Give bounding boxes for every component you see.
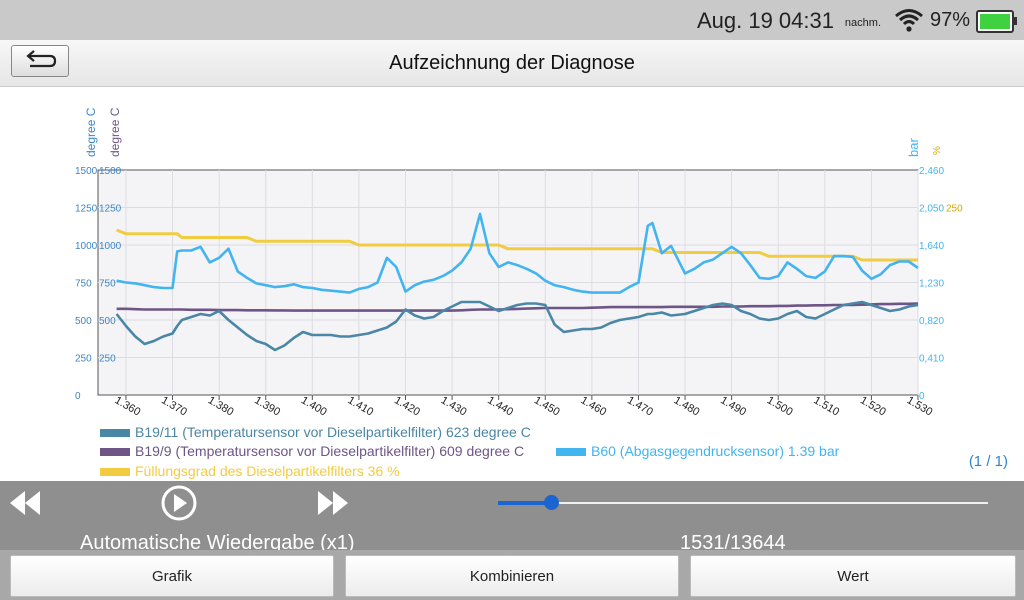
left-axis-tick-label: 500 — [75, 316, 92, 327]
x-tick-label: 1.370 — [159, 394, 189, 418]
series-line — [116, 228, 918, 262]
right-axis-tick-label: 250 — [946, 204, 963, 215]
legend-swatch — [100, 448, 130, 457]
chart-area: 1.360 1.370 1.380 1.390 1.400 1.410 1.420 1.430… — [0, 87, 1024, 480]
slider-progress — [498, 501, 552, 505]
legend-item-b19-9: B19/9 (Temperatursensor vor Dieselpartik… — [100, 443, 524, 459]
tab-kombinieren[interactable]: Kombinieren — [345, 555, 679, 597]
rewind-icon[interactable] — [8, 487, 42, 519]
x-tick-label: 1.510 — [811, 394, 841, 418]
right-axis-tick-label: 0 — [919, 391, 925, 402]
legend-swatch — [556, 448, 586, 457]
legend-label: Füllungsgrad des Dieselpartikelfilters 3… — [135, 463, 400, 479]
right-axis-tick-label: 0,410 — [919, 354, 944, 365]
right-axis-tick-label: 2,050 — [919, 204, 944, 215]
right-axis-tick-label: 2,460 — [919, 166, 944, 177]
left-axis-tick-label: 1000 — [75, 241, 98, 252]
status-ampm: nachm. — [844, 17, 881, 29]
page-indicator[interactable]: (1 / 1) — [968, 453, 1008, 470]
playback-controls: Automatische Wiedergabe (x1) 1531/13644 — [0, 481, 1024, 550]
x-tick-label: 1.420 — [392, 394, 422, 418]
back-arrow-icon — [26, 50, 57, 68]
left-axis-tick-label: 1500 — [99, 166, 122, 177]
status-bar: Aug. 19 04:31 nachm. 97% — [0, 0, 1024, 40]
back-button[interactable] — [11, 45, 69, 77]
x-tick-label: 1.390 — [252, 394, 282, 418]
status-time: Aug. 19 04:31 — [696, 8, 834, 33]
left-axis-unit: degree C — [108, 107, 122, 157]
series-line — [116, 212, 919, 294]
diagnosis-chart: 1.360 1.370 1.380 1.390 1.400 1.410 1.420 1.430… — [75, 107, 963, 418]
right-axis-unit: % — [932, 146, 943, 155]
wifi-icon — [895, 9, 923, 32]
legend-item-b60: B60 (Abgasgegendrucksensor) 1.39 bar — [556, 443, 839, 459]
left-axis-tick-label: 1500 — [75, 166, 98, 177]
x-tick-label: 1.500 — [765, 394, 795, 418]
play-icon[interactable] — [160, 484, 198, 522]
right-axis-unit: bar — [906, 138, 921, 157]
bottom-tab-bar: Grafik Kombinieren Wert — [0, 550, 1024, 600]
legend-label: B19/9 (Temperatursensor vor Dieselpartik… — [135, 443, 525, 459]
x-tick-label: 1.380 — [206, 394, 236, 418]
series-line — [116, 302, 919, 312]
right-axis-tick-label: 0,820 — [919, 316, 944, 327]
autoplay-label: Automatische Wiedergabe (x1) — [80, 532, 355, 550]
x-tick-label: 1.480 — [672, 394, 702, 418]
x-tick-label: 1.400 — [299, 394, 329, 418]
series-line — [115, 300, 919, 352]
title-bar: Aufzeichnung der Diagnose — [0, 40, 1024, 87]
x-tick-label: 1.460 — [578, 394, 608, 418]
x-tick-label: 1.490 — [718, 394, 748, 418]
frame-counter: 1531/13644 — [680, 532, 786, 550]
x-tick-label: 1.440 — [485, 394, 515, 418]
page-title: Aufzeichnung der Diagnose — [389, 52, 635, 74]
x-tick-label: 1.450 — [532, 394, 562, 418]
legend-swatch — [100, 468, 130, 477]
legend-label: B19/11 (Temperatursensor vor Dieselparti… — [135, 424, 531, 440]
left-axis-tick-label: 250 — [99, 354, 116, 365]
battery-icon — [976, 10, 1017, 33]
left-axis-tick-label: 500 — [99, 316, 116, 327]
x-tick-label: 1.410 — [345, 394, 375, 418]
playback-slider[interactable] — [498, 495, 988, 510]
left-axis-tick-label: 0 — [75, 391, 81, 402]
left-axis-tick-label: 750 — [99, 279, 116, 290]
legend-item-b19-11: B19/11 (Temperatursensor vor Dieselparti… — [100, 424, 531, 440]
x-tick-label: 1.470 — [625, 394, 655, 418]
left-axis-tick-label: 250 — [75, 354, 92, 365]
left-axis-tick-label: 1000 — [99, 241, 122, 252]
tab-wert[interactable]: Wert — [690, 555, 1016, 597]
left-axis-tick-label: 1250 — [75, 204, 98, 215]
slider-thumb[interactable] — [543, 495, 559, 510]
left-axis-tick-label: 750 — [75, 279, 92, 290]
x-tick-label: 1.520 — [858, 394, 888, 418]
legend-label: B60 (Abgasgegendrucksensor) 1.39 bar — [591, 443, 840, 459]
fast-forward-icon[interactable] — [316, 487, 350, 519]
tab-grafik[interactable]: Grafik — [10, 555, 334, 597]
battery-percent: 97% — [929, 9, 970, 31]
right-axis-tick-label: 1,230 — [919, 279, 944, 290]
left-axis-unit: degree C — [84, 107, 98, 157]
left-axis-tick-label: 1250 — [99, 204, 122, 215]
x-tick-label: 1.360 — [113, 394, 143, 418]
right-axis-tick-label: 1,640 — [919, 241, 944, 252]
legend-swatch — [100, 429, 130, 438]
x-tick-label: 1.430 — [439, 394, 469, 418]
legend-item-fuellungsgrad: Füllungsgrad des Dieselpartikelfilters 3… — [100, 463, 400, 479]
